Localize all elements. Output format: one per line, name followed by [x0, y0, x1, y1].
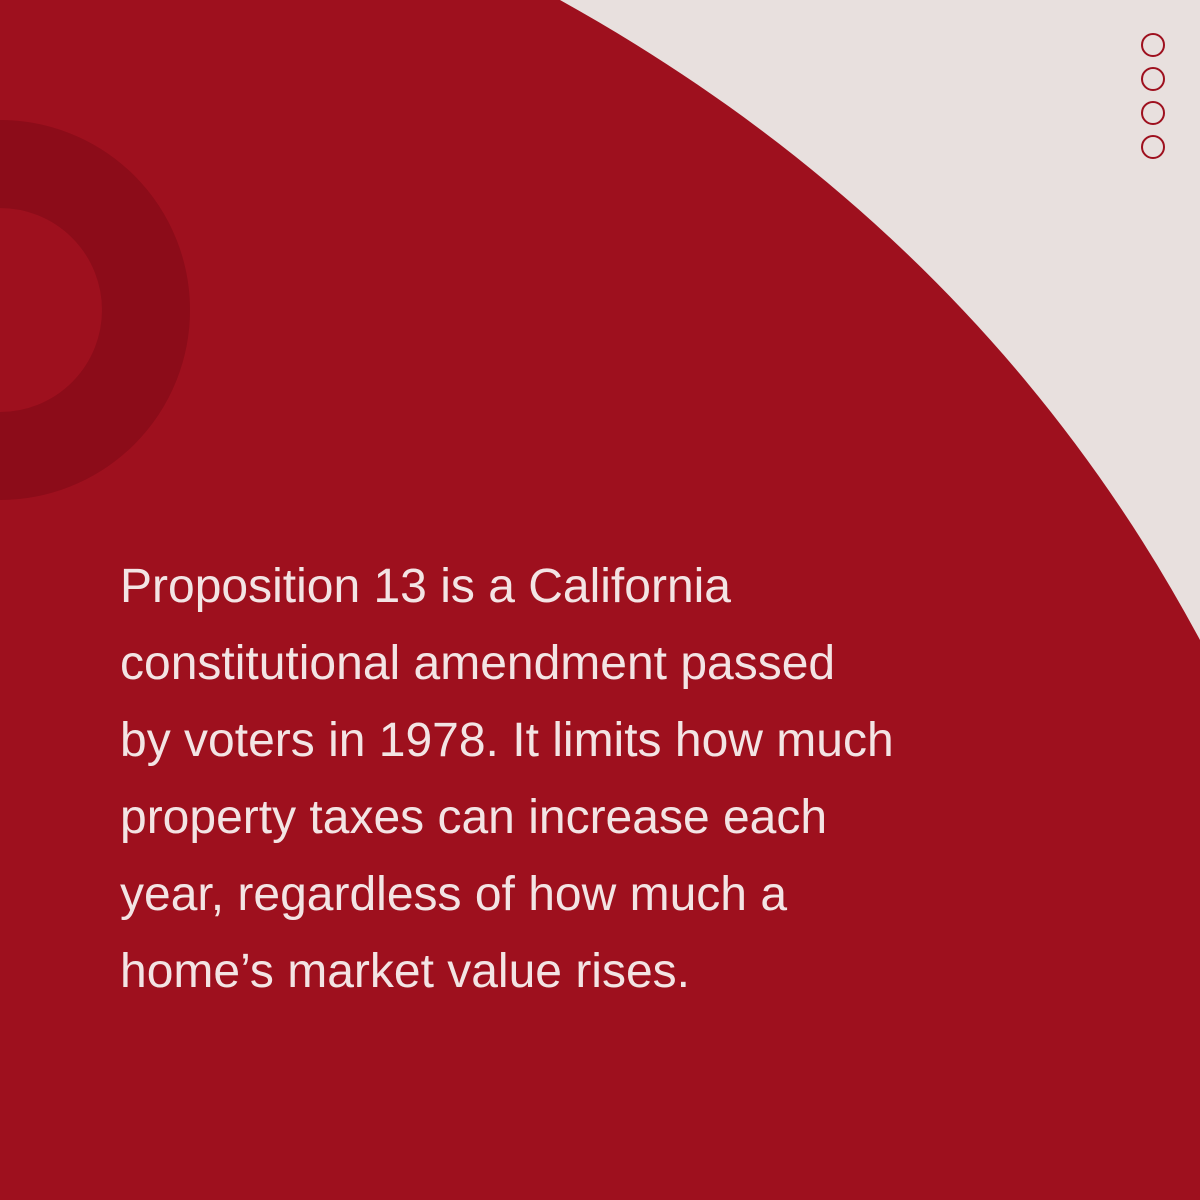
- text-line: property taxes can increase each: [120, 791, 828, 844]
- text-line: by voters in 1978. It limits how much: [120, 714, 894, 767]
- circle-outline-icon: [1141, 135, 1165, 159]
- text-line: constitutional amendment passed: [120, 637, 836, 690]
- dot-column: [1141, 33, 1167, 159]
- circle-outline-icon: [1141, 33, 1165, 57]
- text-line: home’s market value rises.: [120, 945, 690, 998]
- ring-shape: [0, 120, 190, 500]
- circle-outline-icon: [1141, 67, 1165, 91]
- text-line: Proposition 13 is a California: [120, 560, 731, 613]
- circle-outline-icon: [1141, 101, 1165, 125]
- body-paragraph: Proposition 13 is a California constitut…: [120, 548, 1080, 1010]
- text-line: year, regardless of how much a: [120, 868, 788, 921]
